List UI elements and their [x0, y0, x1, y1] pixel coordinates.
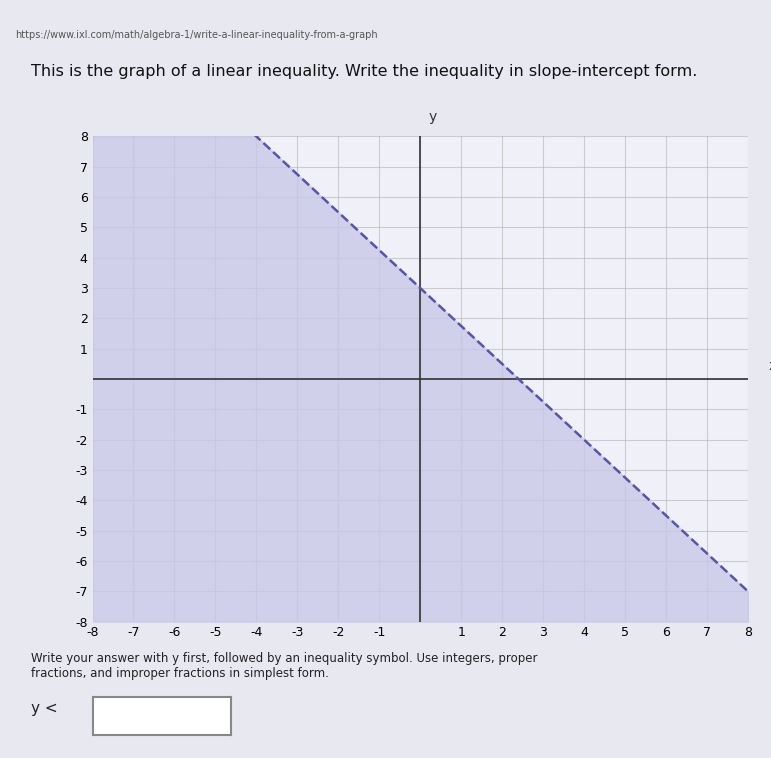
Text: This is the graph of a linear inequality. Write the inequality in slope-intercep: This is the graph of a linear inequality… [31, 64, 697, 79]
Text: y <: y < [31, 700, 58, 716]
Text: Write your answer with y first, followed by an inequality symbol. Use integers, : Write your answer with y first, followed… [31, 652, 537, 680]
Text: y: y [429, 111, 436, 124]
Text: https://www.ixl.com/math/algebra-1/write-a-linear-inequality-from-a-graph: https://www.ixl.com/math/algebra-1/write… [15, 30, 378, 40]
Text: x: x [769, 359, 771, 373]
